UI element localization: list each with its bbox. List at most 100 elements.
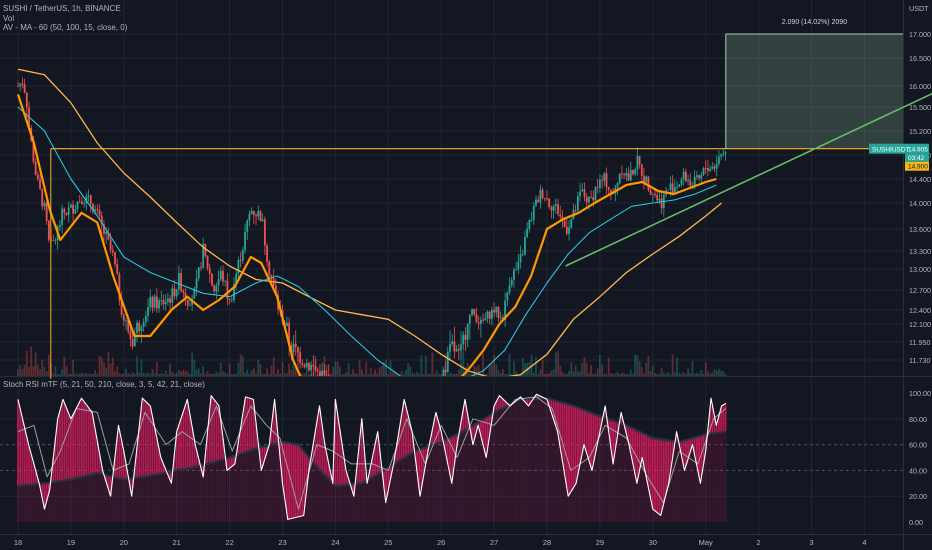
stoch-bar [440, 431, 443, 443]
volume-bar [424, 355, 427, 376]
stoch-bar [438, 423, 440, 443]
candle-body [570, 219, 573, 228]
target-zone-layer: 2.090 (14.02%) 2090 [725, 19, 903, 149]
candle-body [596, 187, 599, 188]
stoch-bar [680, 441, 683, 456]
stoch-shade [715, 432, 718, 522]
candle-body [197, 267, 200, 279]
volume-bar [616, 372, 619, 376]
volume-bar [599, 354, 601, 376]
candle-body [515, 269, 518, 271]
stoch-shade [537, 398, 540, 522]
stoch-shade [160, 473, 163, 522]
volume-bar [561, 371, 564, 376]
stoch-bar [153, 427, 156, 475]
alt-price-box [905, 161, 929, 171]
volume-bar [640, 366, 643, 376]
volume-bar [636, 355, 639, 376]
candle-body [618, 173, 621, 184]
stoch-bar [41, 483, 44, 499]
candle-body [23, 83, 26, 93]
time-tick-label: 27 [490, 538, 498, 547]
volume-bar [144, 373, 147, 376]
stoch-rsi-legend[interactable]: Stoch RSI mTF (5, 21, 50, 210, close, 3,… [3, 380, 205, 389]
stoch-bar [488, 415, 491, 435]
volume-bar [601, 364, 604, 376]
stoch-shade [215, 461, 218, 522]
volume-bar [96, 373, 99, 376]
candle-body [579, 191, 581, 197]
volume-bar [546, 373, 548, 376]
stoch-bar [557, 401, 559, 435]
stoch-shade [336, 485, 339, 522]
stoch-shade [610, 419, 612, 522]
stoch-bar [477, 422, 480, 428]
stoch-bar [347, 479, 350, 485]
stoch-shade [111, 476, 114, 522]
stoch-bar [215, 402, 218, 462]
stoch-shade [255, 448, 257, 522]
stoch-bar [279, 442, 282, 461]
stoch-shade [39, 483, 41, 522]
candle-body [667, 189, 670, 191]
volume-bar [559, 365, 562, 376]
stoch-shade [387, 467, 390, 522]
candle-body [585, 196, 588, 203]
stoch-bar [671, 441, 674, 458]
volume-bar [394, 371, 396, 376]
volume-bar [570, 362, 573, 376]
stoch-shade [442, 440, 445, 522]
stoch-shade [572, 405, 575, 522]
volume-bar [524, 362, 526, 376]
stoch-shade [667, 440, 670, 522]
stoch-bar [76, 405, 79, 478]
stoch-shade [521, 399, 524, 522]
stoch-shade [184, 468, 187, 522]
volume-bar [272, 357, 275, 376]
stoch-bar [56, 418, 59, 482]
stoch-bar [321, 425, 324, 473]
stoch-shade [616, 422, 619, 522]
candle-body [213, 285, 216, 292]
volume-bar [535, 356, 537, 376]
stoch-shade [576, 407, 579, 522]
trendline [565, 92, 932, 267]
volume-bar [409, 366, 412, 376]
stoch-bar [550, 399, 553, 413]
stoch-shade [497, 410, 500, 522]
candle-body [41, 188, 44, 207]
symbol-legend[interactable]: SUSHI / TetherUS, 1h, BINANCE [3, 4, 121, 13]
volume-bar [508, 353, 511, 376]
candle-body [217, 279, 220, 286]
stoch-shade [96, 472, 99, 522]
stoch-bar [107, 475, 110, 490]
volume-bar [164, 370, 167, 376]
volume-bar [87, 373, 90, 376]
volume-legend[interactable]: Vol [3, 14, 15, 23]
volume-bar [173, 373, 176, 376]
stoch-bar [261, 446, 264, 467]
candle-body [715, 163, 718, 169]
volume-bar [457, 369, 460, 376]
ma-legend[interactable]: AV - MA - 60 (50, 100, 15, close, 0) [3, 23, 128, 32]
candle-body [25, 92, 28, 108]
stoch-tick-label: 40.00 [909, 466, 927, 475]
stoch-shade [70, 479, 72, 522]
stoch-shade [585, 411, 588, 522]
stoch-shade [206, 463, 209, 522]
stoch-shade [490, 413, 493, 522]
candle-body [224, 280, 227, 282]
stoch-bar [499, 396, 502, 410]
volume-bar [166, 373, 169, 376]
stoch-bar [654, 438, 656, 511]
volume-bar [707, 371, 709, 376]
volume-bar [700, 369, 703, 376]
candle-body [103, 224, 105, 235]
volume-bar [206, 371, 209, 376]
volume-bar [702, 373, 705, 376]
volume-bar [17, 369, 19, 376]
time-tick-label: 30 [649, 538, 657, 547]
candle-body [54, 240, 57, 241]
volume-bar [182, 369, 185, 376]
